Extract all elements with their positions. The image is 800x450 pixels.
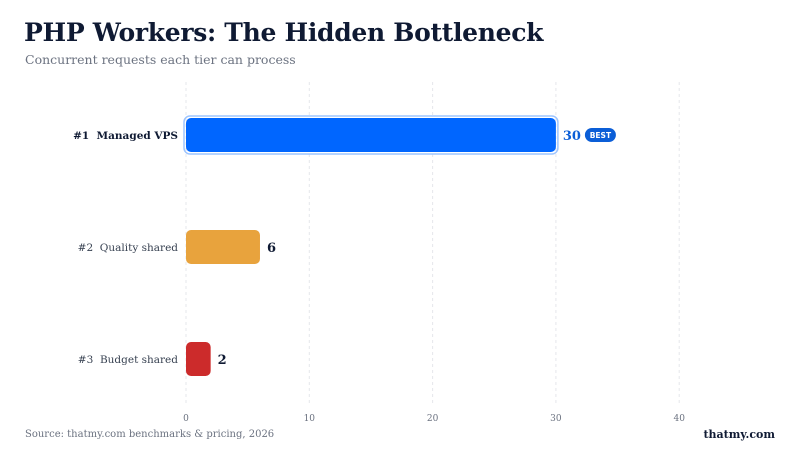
value-label: 30 <box>563 129 581 144</box>
x-tick-label: 0 <box>183 414 189 424</box>
x-tick-label: 20 <box>427 414 439 424</box>
x-tick-label: 40 <box>673 414 685 424</box>
bar-highlight-outline <box>183 115 559 155</box>
bar <box>186 342 211 376</box>
category-label: #3 Budget shared <box>78 354 178 366</box>
brand-label: thatmy.com <box>703 428 775 441</box>
best-badge-text: BEST <box>590 131 612 140</box>
x-tick-label: 30 <box>550 414 562 424</box>
source-note: Source: thatmy.com benchmarks & pricing,… <box>25 429 275 440</box>
value-label: 2 <box>218 353 227 368</box>
best-badge <box>584 128 616 142</box>
bar <box>186 230 260 264</box>
chart-subtitle: Concurrent requests each tier can proces… <box>25 52 296 67</box>
category-label: #1 Managed VPS <box>73 130 178 142</box>
x-tick-label: 10 <box>304 414 316 424</box>
bar <box>186 118 556 152</box>
value-label: 6 <box>267 241 276 256</box>
chart-title: PHP Workers: The Hidden Bottleneck <box>24 18 544 47</box>
category-label: #2 Quality shared <box>78 242 179 254</box>
